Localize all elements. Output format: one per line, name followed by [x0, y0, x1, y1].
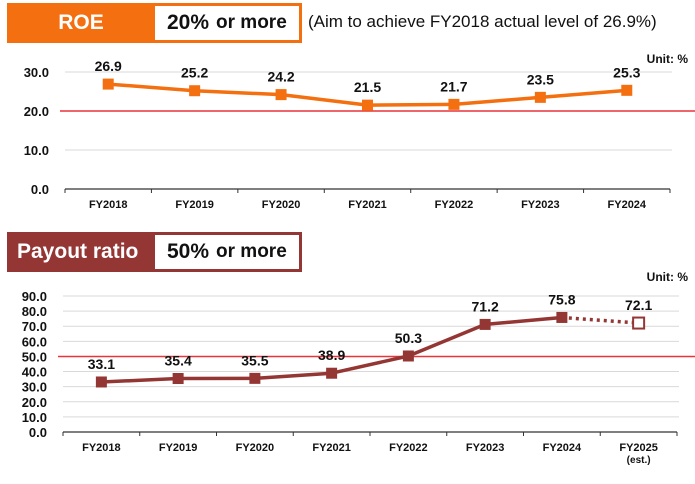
roe-header: ROE 20% or more: [7, 3, 302, 43]
data-label: 71.2: [472, 298, 499, 314]
x-tick-label: FY2024: [608, 199, 647, 211]
payout-label: Payout ratio: [17, 240, 139, 263]
data-marker: [249, 372, 261, 384]
data-marker: [172, 373, 184, 385]
x-tick-label: FY2021: [348, 199, 387, 211]
y-tick-label: 50.0: [22, 349, 47, 364]
series-segment: [453, 95, 541, 107]
series-segment: [280, 92, 368, 107]
series-segment: [407, 322, 486, 358]
y-tick-label: 10.0: [24, 143, 49, 158]
x-tick-label: FY2023: [466, 442, 505, 454]
x-tick-label: FY2025: [619, 442, 658, 454]
data-label: 25.3: [613, 64, 640, 80]
data-label: 21.5: [354, 79, 381, 95]
data-marker: [362, 99, 373, 111]
roe-note: (Aim to achieve FY2018 actual level of 2…: [308, 12, 657, 31]
data-label: 38.9: [318, 347, 345, 363]
y-tick-label: 0.0: [29, 425, 47, 440]
data-label: 72.1: [625, 297, 652, 313]
y-tick-label: 30.0: [24, 65, 49, 80]
data-marker: [448, 98, 460, 110]
y-tick-label: 70.0: [22, 319, 47, 334]
series-segment: [101, 376, 179, 384]
y-tick-label: 10.0: [22, 410, 47, 425]
series-segment: [194, 88, 282, 97]
y-tick-label: 20.0: [22, 395, 47, 410]
y-tick-label: 30.0: [22, 380, 47, 395]
data-marker: [479, 318, 491, 330]
y-tick-label: 60.0: [22, 334, 47, 349]
data-label: 33.1: [88, 356, 115, 372]
data-label: 26.9: [95, 58, 122, 74]
payout-header: Payout ratio 50% or more: [7, 232, 302, 272]
series-segment: [108, 82, 195, 93]
roe-label: ROE: [58, 11, 104, 34]
x-tick-label: FY2019: [159, 442, 198, 454]
payout-target-suffix: or more: [216, 241, 287, 262]
data-label: 25.2: [181, 65, 208, 81]
data-marker: [275, 89, 287, 101]
data-marker: [402, 350, 414, 362]
y-tick-label: 90.0: [22, 289, 47, 304]
data-label: 75.8: [548, 291, 575, 307]
data-marker: [95, 376, 107, 388]
data-label: 23.5: [527, 71, 554, 87]
y-tick-label: 0.0: [31, 182, 49, 197]
data-marker: [189, 85, 201, 97]
x-tick-label: FY2019: [175, 199, 214, 211]
estimate-marker: [632, 316, 646, 330]
y-tick-label: 40.0: [22, 365, 47, 380]
x-tick-label: FY2022: [389, 442, 428, 454]
y-tick-label: 20.0: [24, 104, 49, 119]
x-tick-label: FY2022: [435, 199, 474, 211]
x-tick-sublabel: (est.): [627, 455, 651, 466]
data-label: 50.3: [395, 330, 422, 346]
series-segment: [540, 88, 627, 100]
series-segment: [484, 315, 563, 327]
data-marker: [534, 91, 546, 103]
data-label: 35.4: [165, 353, 192, 369]
unit-label: Unit: %: [647, 52, 689, 66]
roe-target: 20% or more: [155, 6, 299, 40]
payout-target: 50% or more: [155, 235, 299, 269]
data-label: 35.5: [241, 352, 268, 368]
data-marker: [621, 84, 633, 96]
roe-target-suffix: or more: [216, 12, 287, 33]
data-marker: [102, 78, 114, 90]
x-tick-label: FY2020: [236, 442, 275, 454]
series-segment: [254, 371, 332, 381]
data-label: 24.2: [267, 69, 294, 85]
x-tick-label: FY2023: [521, 199, 560, 211]
x-tick-label: FY2018: [89, 199, 128, 211]
x-tick-label: FY2021: [312, 442, 351, 454]
series-segment: [367, 102, 454, 107]
data-marker: [326, 367, 338, 379]
roe-target-value: 20%: [167, 11, 210, 34]
data-marker: [556, 311, 568, 323]
x-tick-label: FY2020: [262, 199, 301, 211]
x-tick-label: FY2018: [82, 442, 121, 454]
payout-target-value: 50%: [167, 240, 210, 263]
y-tick-label: 80.0: [22, 304, 47, 319]
unit-label: Unit: %: [647, 270, 689, 284]
data-label: 21.7: [440, 78, 467, 94]
series-segment: [331, 354, 409, 375]
x-tick-label: FY2024: [543, 442, 582, 454]
estimate-segment: [561, 315, 639, 325]
